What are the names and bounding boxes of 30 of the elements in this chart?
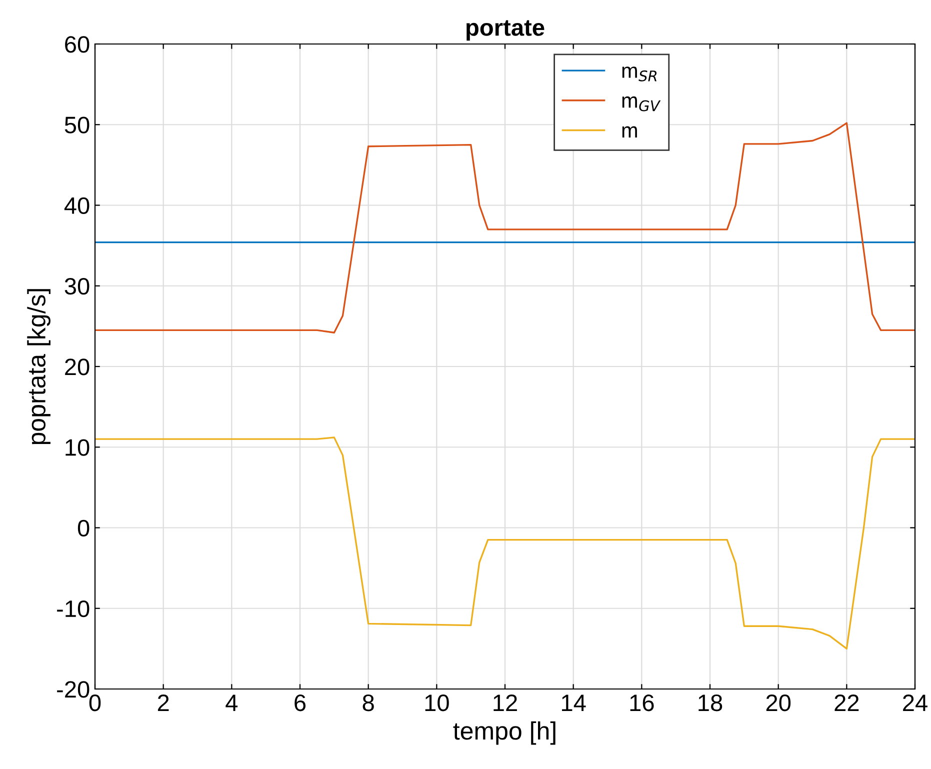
y-axis-title: poprtata [kg/s] xyxy=(27,289,50,444)
y-tick-label: -20 xyxy=(57,681,90,698)
legend-label: m$_{SR}$ xyxy=(622,66,657,82)
x-tick-label: 14 xyxy=(562,694,586,711)
x-tick-label: 10 xyxy=(425,694,449,712)
legend-label: m xyxy=(622,126,637,138)
y-tick-label: 30 xyxy=(64,278,90,295)
x-tick-label: 8 xyxy=(362,694,374,712)
x-tick-label: 24 xyxy=(903,694,928,711)
x-tick-label: 20 xyxy=(766,694,791,712)
x-tick-label: 16 xyxy=(630,694,654,712)
y-tick-label: 10 xyxy=(66,439,90,456)
x-axis-title: tempo [h] xyxy=(453,721,556,745)
y-tick-label: 0 xyxy=(78,520,90,537)
line-series xyxy=(95,436,915,650)
x-tick-label: 2 xyxy=(158,694,169,711)
y-tick-label: -10 xyxy=(57,600,90,618)
x-tick-label: 6 xyxy=(294,694,306,712)
x-tick-label: 12 xyxy=(494,694,517,711)
y-tick-label: 20 xyxy=(65,358,90,376)
chart-title: portate xyxy=(466,20,544,41)
y-tick-label: 60 xyxy=(65,36,90,53)
y-tick-label: 40 xyxy=(64,197,90,214)
legend-label: m$_{GV}$ xyxy=(622,96,661,112)
x-tick-label: 22 xyxy=(834,694,859,711)
x-tick-label: 0 xyxy=(89,694,101,712)
x-tick-label: 18 xyxy=(698,694,722,712)
x-tick-label: 4 xyxy=(226,694,238,711)
y-tick-label: 50 xyxy=(64,116,90,134)
line-series xyxy=(95,122,915,334)
